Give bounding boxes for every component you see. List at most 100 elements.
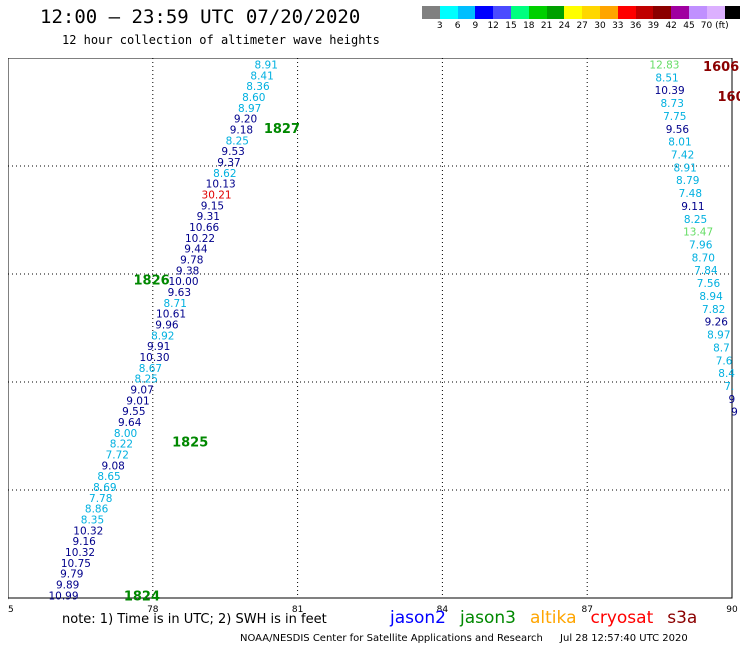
swh-value: 9.64 bbox=[118, 417, 142, 429]
footer: NOAA/NESDIS Center for Satellite Applica… bbox=[240, 633, 688, 644]
pass-number-label: 1826 bbox=[133, 273, 169, 288]
swh-value: 10.30 bbox=[139, 352, 169, 364]
x-tick-label: 75 bbox=[8, 605, 14, 615]
satellite-jason2: jason2 bbox=[390, 608, 446, 628]
swh-value: 9.96 bbox=[155, 319, 179, 331]
swh-value: 8.01 bbox=[668, 137, 691, 149]
swh-value: 10.39 bbox=[655, 85, 685, 97]
swh-value: 9.91 bbox=[147, 341, 170, 353]
legend-swatch bbox=[653, 6, 672, 19]
legend-label: 24 bbox=[558, 21, 571, 31]
satellite-legend: jason2 jason3 altika cryosat s3a bbox=[390, 608, 711, 628]
legend-swatch bbox=[617, 6, 636, 19]
swh-value: 8.97 bbox=[707, 330, 730, 342]
legend-label: 15 bbox=[505, 21, 517, 31]
swh-value: 8.25 bbox=[135, 374, 158, 386]
y-tick-label: -4 bbox=[8, 270, 9, 280]
swh-value: 8.97 bbox=[238, 103, 261, 115]
x-tick-label: 84 bbox=[437, 605, 449, 615]
swh-value: 7.96 bbox=[689, 240, 713, 252]
swh-value: 7.84 bbox=[694, 265, 718, 277]
legend-swatch bbox=[706, 6, 725, 19]
swh-value: 8.25 bbox=[684, 214, 707, 226]
legend-label: 33 bbox=[612, 21, 624, 31]
satellite-s3a: s3a bbox=[667, 608, 698, 628]
legend-label: 6 bbox=[454, 21, 461, 31]
legend-label: 70 (ft) bbox=[700, 21, 729, 31]
swh-value: 9.78 bbox=[180, 254, 203, 266]
swh-value: 13.47 bbox=[683, 227, 713, 239]
swh-value: 8.7 bbox=[713, 342, 730, 354]
swh-value: 7.75 bbox=[663, 111, 686, 123]
swh-value: 8.25 bbox=[226, 135, 249, 147]
x-tick-label: 81 bbox=[292, 605, 303, 615]
swh-value: 9.15 bbox=[201, 200, 224, 212]
legend-swatch bbox=[422, 6, 440, 19]
swh-value: 8.92 bbox=[151, 330, 174, 342]
swh-value: 7.78 bbox=[89, 493, 112, 505]
swh-value: 8.86 bbox=[85, 504, 109, 516]
swh-value: 9.18 bbox=[230, 124, 253, 136]
map-subtitle: 12 hour collection of altimeter wave hei… bbox=[62, 33, 380, 47]
legend-swatch bbox=[635, 6, 654, 19]
legend-swatch bbox=[599, 6, 618, 19]
legend-label: 21 bbox=[540, 21, 553, 31]
swh-value: 9.56 bbox=[666, 124, 690, 136]
swh-value: 7.6 bbox=[716, 355, 733, 367]
swh-value: 9.20 bbox=[234, 114, 257, 126]
swh-value: 10.61 bbox=[156, 309, 186, 321]
swh-value: 8.70 bbox=[692, 252, 715, 264]
legend-label: 39 bbox=[647, 21, 660, 31]
pass-number-label: 1605 bbox=[718, 90, 740, 105]
swh-value: 8.62 bbox=[213, 168, 236, 180]
swh-value: 9 bbox=[728, 394, 735, 406]
legend-label: 9 bbox=[472, 21, 479, 31]
swh-value: 8.65 bbox=[97, 471, 120, 483]
swh-value: 9.89 bbox=[56, 579, 79, 591]
swh-value: 9.08 bbox=[101, 460, 124, 472]
pass-number-label: 1824 bbox=[124, 589, 160, 604]
swh-value: 8.91 bbox=[673, 162, 696, 174]
legend-swatch bbox=[724, 6, 740, 19]
swh-value: 8.91 bbox=[255, 59, 278, 71]
swh-value: 9.55 bbox=[122, 406, 145, 418]
swh-value: 8.60 bbox=[242, 92, 265, 104]
swh-value: 7.72 bbox=[106, 449, 129, 461]
swh-value: 8.4 bbox=[718, 368, 735, 380]
swh-value: 8.41 bbox=[250, 70, 273, 82]
swh-value: 9.63 bbox=[168, 287, 191, 299]
swh-value: 8.00 bbox=[114, 428, 137, 440]
swh-value: 10.75 bbox=[61, 558, 91, 570]
legend-swatch bbox=[510, 6, 529, 19]
satellite-altika: altika bbox=[530, 608, 577, 628]
map-frame bbox=[8, 58, 733, 599]
swh-value: 9.26 bbox=[705, 317, 729, 329]
swh-value: 10.00 bbox=[168, 276, 198, 288]
color-legend bbox=[422, 6, 740, 19]
legend-label: 42 bbox=[665, 21, 677, 31]
legend-label: 45 bbox=[683, 21, 695, 31]
swh-value: 9.01 bbox=[126, 395, 149, 407]
swh-value: 9.16 bbox=[72, 536, 96, 548]
satellite-jason3: jason3 bbox=[460, 608, 516, 628]
legend-swatch bbox=[582, 6, 600, 19]
swh-value: 30.21 bbox=[202, 189, 232, 201]
swh-value: 10.22 bbox=[185, 233, 215, 245]
y-tick-label: -6 bbox=[8, 378, 9, 388]
pass-number-label: 1827 bbox=[264, 122, 300, 137]
y-tick-label: -2 bbox=[8, 162, 9, 172]
swh-value: 9.07 bbox=[130, 384, 153, 396]
legend-swatch bbox=[475, 6, 494, 19]
legend-label: 12 bbox=[487, 21, 499, 31]
legend-swatch bbox=[564, 6, 583, 19]
swh-value: 9.79 bbox=[60, 569, 83, 581]
y-tick-label: -8 bbox=[8, 486, 9, 496]
footer-credit: NOAA/NESDIS Center for Satellite Applica… bbox=[240, 633, 543, 644]
swh-value: 12.83 bbox=[649, 59, 679, 71]
swh-value: 8.51 bbox=[655, 72, 678, 84]
swh-value: 8.79 bbox=[676, 175, 699, 187]
swh-value: 10.66 bbox=[189, 222, 219, 234]
swh-value: 7.56 bbox=[697, 278, 721, 290]
swh-value: 10.32 bbox=[73, 525, 103, 537]
wave-height-map: 7578818487900-2-4-6-8-108.918.418.368.60… bbox=[8, 58, 740, 615]
